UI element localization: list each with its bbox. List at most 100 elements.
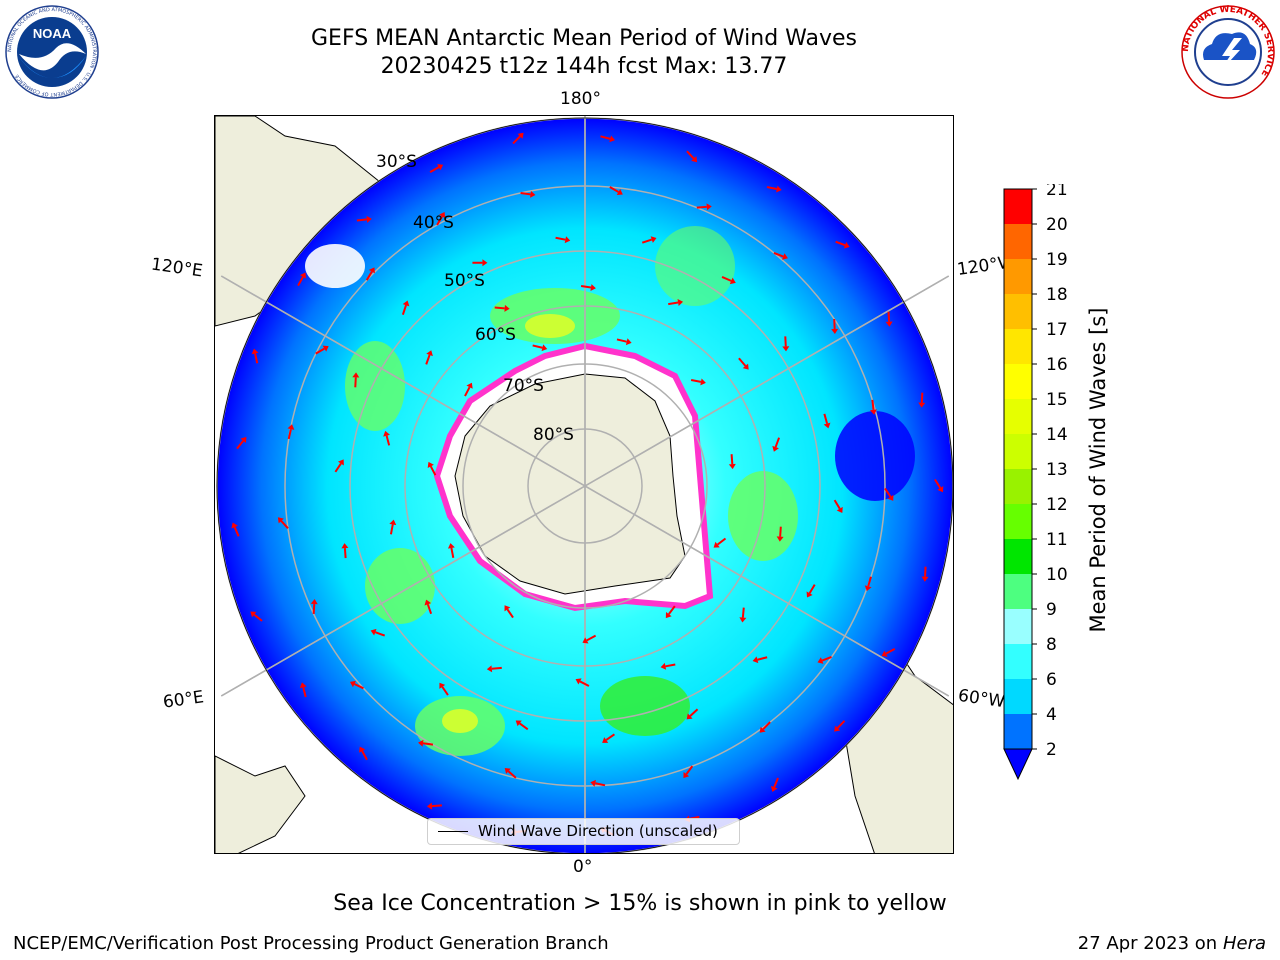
wave-patch <box>305 244 365 288</box>
wind-arrow <box>512 132 524 145</box>
wind-arrow <box>600 135 615 143</box>
colorbar-tick-label: 10 <box>1046 565 1068 585</box>
wind-arrow <box>602 733 616 743</box>
chart-title: GEFS MEAN Antarctic Mean Period of Wind … <box>311 26 857 51</box>
wind-arrow <box>439 682 449 696</box>
colorbar-segment <box>1004 399 1032 434</box>
map-legend: Wind Wave Direction (unscaled) <box>427 818 740 845</box>
colorbar-tick-label: 16 <box>1046 355 1068 375</box>
wind-arrow <box>251 348 259 364</box>
wind-arrow <box>721 275 736 285</box>
footer-credit: NCEP/EMC/Verification Post Processing Pr… <box>13 933 609 954</box>
colorbar-segment <box>1004 259 1032 294</box>
wind-arrow <box>310 599 318 615</box>
wind-arrow <box>833 499 843 513</box>
map-boundary <box>216 117 953 853</box>
wind-arrow <box>834 720 846 732</box>
wind-arrow <box>287 424 295 440</box>
colorbar: 2 4 6 8 9 10 11 12 13 14 15 16 17 18 19 20 21 <box>1003 184 1068 781</box>
wind-arrow <box>881 648 896 657</box>
colorbar-segment <box>1004 329 1032 364</box>
wind-arrow <box>864 576 872 592</box>
wind-arrow <box>389 519 397 535</box>
lon-label-0: 0° <box>573 857 593 877</box>
colorbar-label: Mean Period of Wind Waves [s] <box>1086 307 1110 633</box>
wind-arrow <box>515 720 529 731</box>
noaa-logo: NOAA NATIONAL OCEANIC AND ATMOSPHERIC AD… <box>5 5 99 99</box>
wind-arrow <box>690 378 706 386</box>
wave-patch <box>655 226 735 306</box>
wind-arrow <box>352 372 360 388</box>
colorbar-tick-label: 14 <box>1046 425 1068 445</box>
lat-label-30s: 30°S <box>376 152 417 172</box>
colorbar-tick-label: 17 <box>1046 320 1068 340</box>
wind-arrow <box>885 311 893 327</box>
colorbar-tick-label: 2 <box>1046 740 1057 760</box>
wind-arrow <box>472 259 488 267</box>
wind-arrow <box>299 682 307 698</box>
wind-arrow <box>616 338 632 346</box>
wind-arrow <box>436 212 446 226</box>
colorbar-tick-label: 8 <box>1046 635 1057 655</box>
footer-date: 27 Apr 2023 on Hera <box>1078 933 1266 954</box>
wind-arrow <box>504 605 514 619</box>
wind-arrow <box>356 215 372 223</box>
wind-arrow <box>426 802 442 810</box>
colorbar-segment <box>1004 644 1032 679</box>
wind-arrow <box>504 767 517 779</box>
wind-arrow <box>686 150 698 163</box>
wind-arrow <box>776 526 784 542</box>
wind-arrow <box>370 628 386 637</box>
wind-arrow <box>494 304 510 312</box>
wind-arrow <box>424 599 433 615</box>
meridian-line <box>584 485 950 697</box>
wind-arrow <box>580 284 596 291</box>
wind-arrow <box>823 413 831 429</box>
colorbar-segment <box>1004 539 1032 574</box>
wave-patch <box>600 676 690 736</box>
meridian-line <box>584 275 950 487</box>
colorbar-segment <box>1004 504 1032 539</box>
lat-label-70s: 70°S <box>503 376 544 396</box>
wind-arrow <box>447 543 455 558</box>
lon-label-180: 180° <box>560 89 601 109</box>
wind-arrow <box>713 537 727 548</box>
wind-arrow <box>334 459 344 473</box>
wind-arrow <box>817 656 832 664</box>
wind-arrow <box>429 164 444 174</box>
wind-arrow <box>365 267 375 281</box>
colorbar-segment <box>1004 609 1032 644</box>
wind-wave-arrows <box>231 132 944 836</box>
meridian-line <box>220 275 586 487</box>
wind-arrow <box>277 517 289 530</box>
wind-arrow <box>918 392 926 408</box>
wind-arrow <box>696 203 712 211</box>
wind-arrow <box>752 656 768 664</box>
wind-arrow <box>427 461 437 476</box>
chart-subtitle: 20230425 t12z 144h fcst Max: 13.77 <box>380 54 788 79</box>
wind-arrow <box>641 236 657 244</box>
caption: Sea Ice Concentration > 15% is shown in … <box>333 891 947 916</box>
legend-label: Wind Wave Direction (unscaled) <box>478 822 718 840</box>
wind-arrow <box>383 430 391 446</box>
wind-arrow <box>590 779 606 787</box>
colorbar-segment <box>1004 364 1032 399</box>
wind-arrow <box>739 607 747 623</box>
polar-map <box>215 116 953 853</box>
footer-date-text: 27 Apr 2023 on <box>1077 933 1223 954</box>
wind-arrow <box>401 300 410 316</box>
wind-arrow <box>934 478 944 493</box>
wind-arrow <box>921 566 929 582</box>
lon-label-60e: 60°E <box>161 687 206 713</box>
wind-arrow <box>782 336 790 352</box>
colorbar-segment <box>1004 189 1032 224</box>
colorbar-tick-label: 12 <box>1046 495 1068 515</box>
noaa-logo-text: NOAA <box>33 26 72 41</box>
wind-arrow <box>582 634 597 644</box>
lon-label-120e: 120°E <box>149 254 204 282</box>
wind-arrow <box>738 357 749 370</box>
wind-arrow <box>660 662 676 670</box>
colorbar-tick-label: 13 <box>1046 460 1068 480</box>
wind-arrow <box>418 739 434 747</box>
wave-patch <box>442 709 478 733</box>
